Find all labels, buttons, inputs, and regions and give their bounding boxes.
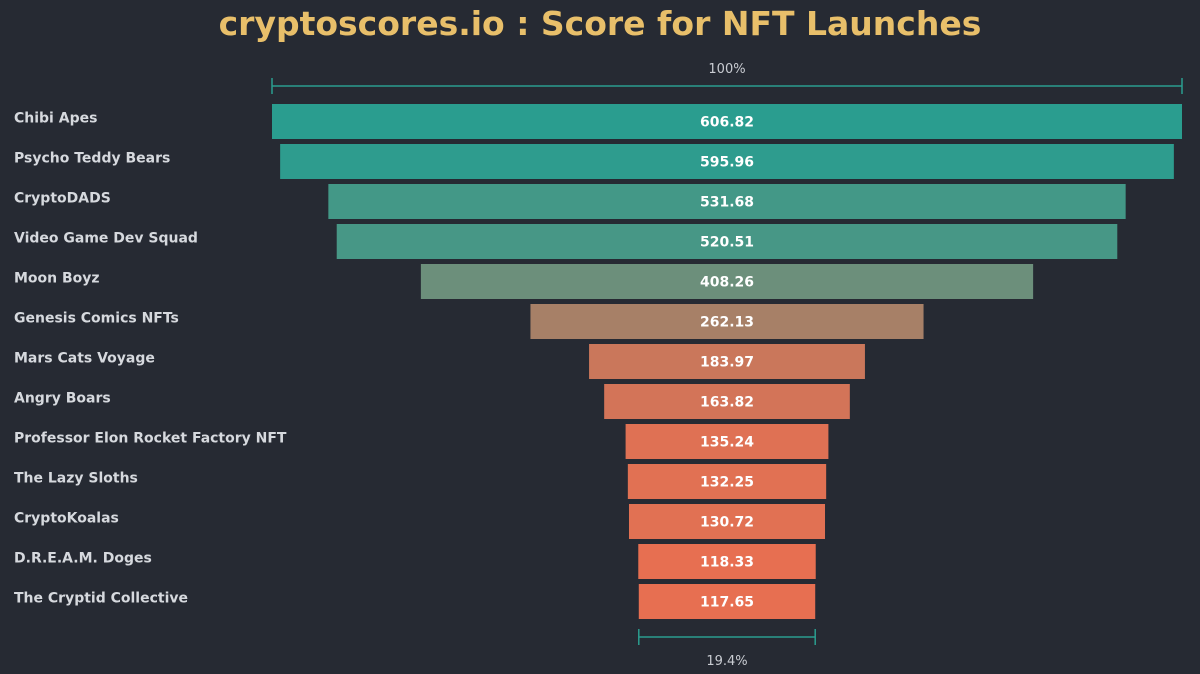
bar-value-label: 118.33 — [700, 555, 754, 571]
bottom-percent-bracket: 19.4% — [638, 629, 816, 669]
category-label: CryptoDADS — [14, 191, 111, 207]
category-label: The Lazy Sloths — [14, 471, 138, 487]
category-label: Professor Elon Rocket Factory NFT — [14, 431, 287, 447]
category-label: Genesis Comics NFTs — [14, 311, 179, 327]
funnel-bar — [280, 144, 1174, 179]
funnel-bar — [530, 304, 924, 339]
bar-value-label: 262.13 — [700, 315, 754, 331]
bar-value-label: 606.82 — [700, 115, 754, 131]
top-percent-bracket: 100% — [271, 62, 1183, 94]
bottom-percent-label: 19.4% — [706, 654, 747, 669]
bar-value-label: 135.24 — [700, 435, 754, 451]
bar-value-label: 163.82 — [700, 395, 754, 411]
funnel-bar — [336, 224, 1118, 259]
category-label: Moon Boyz — [14, 271, 100, 287]
funnel-bar — [604, 384, 850, 419]
chart-title: cryptoscores.io : Score for NFT Launches — [218, 4, 982, 43]
funnel-bar — [628, 504, 826, 539]
category-label: Mars Cats Voyage — [14, 351, 155, 367]
funnel-bar — [638, 544, 816, 579]
top-percent-label: 100% — [708, 62, 745, 77]
bar-value-label: 183.97 — [700, 355, 754, 371]
funnel-bar — [272, 104, 1182, 139]
bar-value-label: 520.51 — [700, 235, 754, 251]
funnel-bars: 606.82 Chibi Apes 595.96 Psycho Teddy Bears… — [14, 104, 1182, 619]
category-label: Video Game Dev Squad — [14, 231, 198, 247]
category-label: The Cryptid Collective — [14, 591, 188, 607]
category-label: Chibi Apes — [14, 111, 97, 127]
funnel-bar — [420, 264, 1034, 299]
bar-value-label: 408.26 — [700, 275, 754, 291]
category-label: Psycho Teddy Bears — [14, 151, 170, 167]
funnel-bar — [627, 464, 827, 499]
category-label: D.R.E.A.M. Doges — [14, 551, 152, 567]
bar-value-label: 595.96 — [700, 155, 754, 171]
bar-value-label: 130.72 — [700, 515, 754, 531]
funnel-bar — [638, 584, 816, 619]
funnel-bar — [589, 344, 865, 379]
bar-value-label: 132.25 — [700, 475, 754, 491]
category-label: Angry Boars — [14, 391, 111, 407]
category-label: CryptoKoalas — [14, 511, 119, 527]
funnel-bar — [328, 184, 1126, 219]
bar-value-label: 531.68 — [700, 195, 754, 211]
bar-value-label: 117.65 — [700, 595, 754, 611]
funnel-bar — [625, 424, 829, 459]
